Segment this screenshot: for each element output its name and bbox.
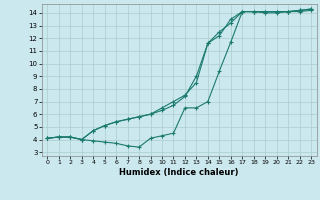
X-axis label: Humidex (Indice chaleur): Humidex (Indice chaleur) <box>119 168 239 177</box>
